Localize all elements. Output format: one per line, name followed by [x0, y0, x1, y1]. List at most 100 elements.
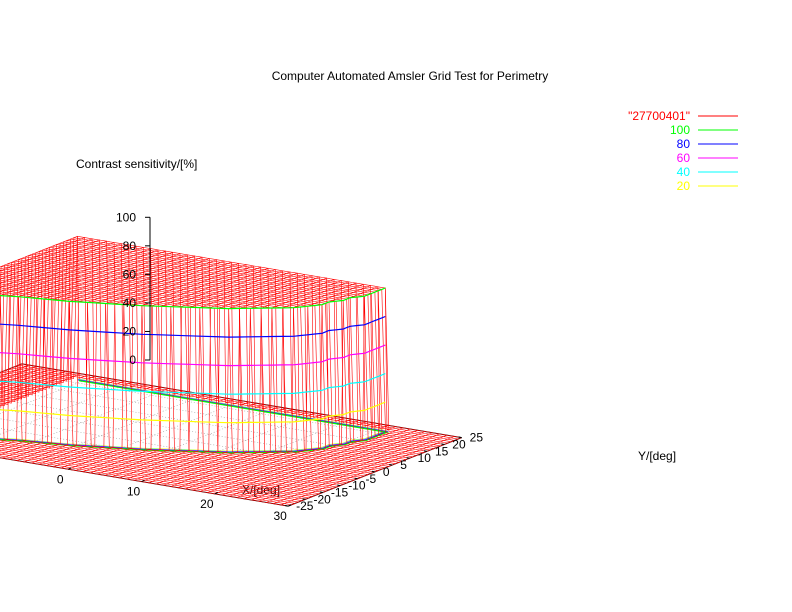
surface-mesh-line: [134, 272, 308, 481]
base-grid-line: [0, 398, 393, 466]
surface-mesh-line: [38, 256, 213, 465]
y-tick-label: 25: [470, 431, 484, 445]
surface-mesh-line: [170, 278, 345, 487]
surface-mesh-line: [280, 436, 455, 506]
x-tick-label: 10: [127, 485, 141, 499]
surface-mesh-line: [258, 432, 433, 502]
surface-mesh-line: [236, 428, 411, 498]
surface-mesh-line: [0, 246, 154, 448]
surface-mesh-line: [200, 283, 374, 492]
surface-mesh-line: [0, 370, 66, 398]
surface-mesh-line: [60, 260, 235, 469]
z-tick-label: 20: [123, 324, 137, 338]
base-grid-line: [104, 406, 279, 476]
y-tick-mark: [441, 443, 445, 445]
surface-mesh-line: [178, 280, 352, 488]
y-tick-mark: [389, 463, 393, 466]
surface-mesh-line: [0, 239, 110, 383]
y-tick-label: -10: [348, 479, 366, 493]
surface-mesh-line: [46, 258, 220, 466]
surface-mesh-line: [0, 237, 96, 381]
surface-mesh-line: [0, 249, 169, 456]
surface-mesh-line: [251, 431, 426, 501]
x-tick-mark: [68, 467, 72, 470]
z-axis-label: Contrast sensitivity/[%]: [76, 157, 197, 171]
contour-line-40: [0, 373, 386, 395]
surface-mesh-line: [266, 433, 440, 503]
surface-mesh-line: [0, 368, 52, 390]
x-tick-mark: [287, 504, 292, 507]
surface-mesh-line: [112, 269, 286, 477]
base-grid-line: [31, 394, 206, 464]
surface-mesh-line: [0, 248, 162, 452]
surface-mesh-line: [24, 254, 198, 463]
x-tick-mark: [214, 491, 219, 495]
surface-mesh-line: [0, 242, 125, 385]
y-tick-label: 0: [383, 465, 390, 479]
y-tick-label: 5: [400, 458, 407, 472]
x-tick-label: 20: [200, 497, 214, 511]
surface-mesh-line: [207, 285, 382, 493]
surface-mesh-line: [0, 245, 147, 443]
y-tick-label: -5: [366, 472, 377, 486]
surface-mesh-line: [9, 251, 184, 460]
y-tick-label: -20: [314, 492, 332, 506]
legend-label: "27700401": [628, 109, 690, 123]
y-tick-mark: [406, 457, 410, 459]
surface-mesh-line: [97, 266, 272, 475]
surface-mesh-line: [0, 240, 118, 384]
surface-mesh-line: [141, 274, 316, 482]
y-tick-mark: [285, 505, 289, 507]
base-grid-line: [0, 388, 169, 456]
legend-label: 60: [677, 151, 691, 165]
surface-mesh-line: [104, 267, 279, 476]
contour-line-100: [0, 287, 386, 310]
y-tick-mark: [337, 484, 341, 487]
surface-mesh-line: [0, 372, 74, 402]
legend-label: 20: [677, 179, 691, 193]
surface-mesh-line: [156, 276, 330, 485]
surface-mesh-line: [0, 367, 44, 386]
legend-label: 80: [677, 137, 691, 151]
surface-mesh-line: [53, 259, 228, 468]
surface-mesh-line: [126, 271, 301, 480]
surface-mesh-line: [0, 369, 59, 394]
x-tick-label: 30: [273, 509, 287, 523]
contour-line-60: [0, 344, 386, 367]
surface-mesh-line: [31, 255, 206, 464]
y-tick-mark: [354, 477, 358, 480]
z-tick-label: 60: [123, 267, 137, 281]
surface-mesh-line: [273, 434, 448, 504]
z-tick-label: 40: [123, 296, 137, 310]
y-tick-label: -15: [331, 485, 349, 499]
contour-line-80: [0, 315, 386, 338]
z-tick-label: 80: [123, 239, 137, 253]
surface-mesh-line: [0, 238, 103, 382]
surface-mesh-line: [229, 427, 404, 497]
surface-mesh-line: [68, 261, 242, 470]
base-grid-line: [4, 370, 445, 445]
contour-lines: [0, 287, 386, 424]
surface-mesh-line: [214, 286, 389, 495]
surface-mesh-line: [7, 237, 448, 444]
surface-mesh-line: [148, 275, 323, 484]
y-tick-mark: [302, 498, 306, 500]
legend-label: 40: [677, 165, 691, 179]
base-grid-line: [0, 408, 375, 473]
x-tick-label: 0: [57, 472, 64, 486]
surface-mesh-line: [90, 265, 264, 474]
y-tick-mark: [423, 450, 428, 452]
y-tick-mark: [319, 491, 323, 493]
base-grid-line: [0, 418, 358, 480]
z-tick-label: 0: [129, 353, 136, 367]
surface-mesh: [0, 235, 462, 507]
z-tick-label: 100: [116, 210, 136, 224]
surface-mesh-line: [0, 235, 88, 379]
surface-mesh-line: [244, 430, 418, 500]
surface-mesh-line: [0, 244, 140, 388]
tick-labels: -30-20-100102030-25-20-15-10-50510152025…: [57, 210, 484, 523]
surface-mesh-line: [75, 262, 250, 471]
contour-line-20: [0, 401, 386, 424]
